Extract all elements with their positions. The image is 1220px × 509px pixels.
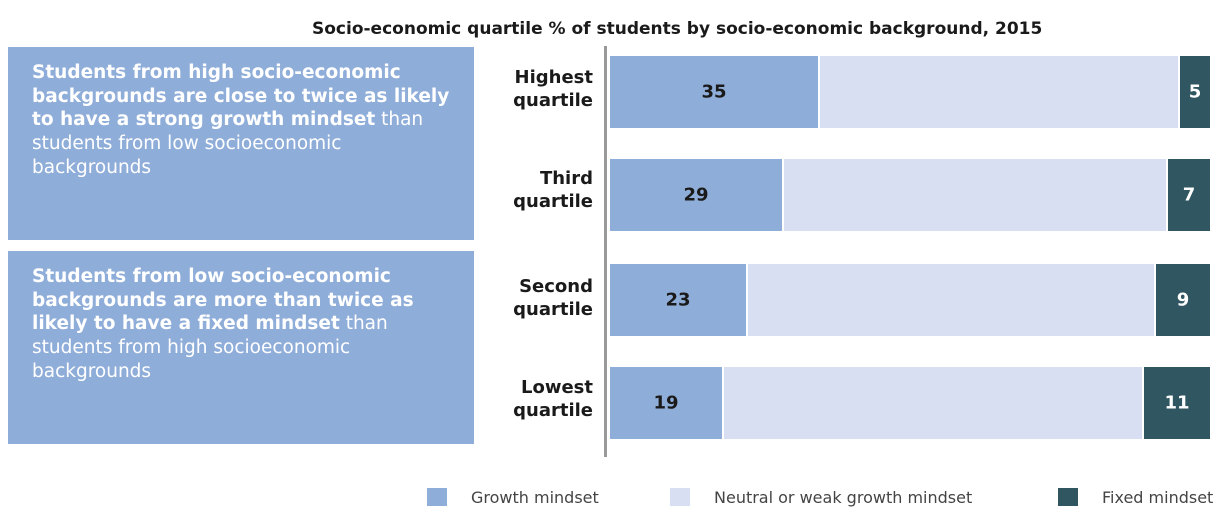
legend-swatch-growth — [427, 488, 447, 506]
callout-low-ses-bold: Students from low socio-economic backgro… — [32, 266, 414, 335]
data-label-growth-3: 23 — [665, 289, 691, 311]
bar-fixed-2 — [1168, 159, 1210, 231]
data-label-growth-1: 35 — [701, 81, 727, 103]
category-label-line2: quartile — [513, 400, 593, 422]
legend-item-fixed: Fixed mindset — [1058, 487, 1213, 507]
category-label-line2: quartile — [513, 90, 593, 112]
category-label-line1: Highest — [514, 67, 593, 88]
category-label-line2: quartile — [513, 191, 593, 213]
bar-fixed-4 — [1144, 367, 1210, 439]
legend-label-growth: Growth mindset — [471, 487, 599, 507]
callout-low-ses-normal: than students from high socioeconomic ba… — [32, 313, 388, 382]
callout-high-ses-bold: Students from high socio-economic backgr… — [32, 62, 450, 131]
legend-item-neutral: Neutral or weak growth mindset — [670, 487, 972, 507]
bar-growth-1 — [610, 56, 818, 128]
bar-neutral-3 — [748, 264, 1154, 336]
data-label-fixed-2: 7 — [1182, 184, 1196, 206]
bar-neutral-2 — [784, 159, 1166, 231]
category-label-line2: quartile — [513, 299, 593, 321]
bar-growth-4 — [610, 367, 722, 439]
category-label-highest: Highest quartile — [475, 66, 593, 112]
data-label-growth-4: 19 — [653, 392, 679, 414]
callout-high-ses: Students from high socio-economic backgr… — [8, 47, 474, 240]
bar-neutral-4 — [724, 367, 1142, 439]
bar-fixed-3 — [1156, 264, 1210, 336]
category-label-line1: Second — [519, 276, 593, 297]
chart-title: Socio-economic quartile % of students by… — [312, 19, 1043, 39]
data-label-growth-2: 29 — [683, 184, 709, 206]
category-label-second: Second quartile — [475, 275, 593, 321]
category-label-line1: Third — [539, 168, 593, 189]
callout-high-ses-normal: than students from low socioeconomic bac… — [32, 109, 424, 178]
category-label-lowest: Lowest quartile — [475, 376, 593, 422]
legend-swatch-neutral — [670, 488, 690, 506]
data-label-fixed-1: 5 — [1188, 81, 1202, 103]
legend-item-growth: Growth mindset — [427, 487, 599, 507]
legend-label-fixed: Fixed mindset — [1102, 487, 1214, 507]
data-label-fixed-3: 9 — [1176, 289, 1190, 311]
category-label-third: Third quartile — [475, 167, 593, 213]
category-axis-line — [604, 46, 607, 457]
bar-growth-3 — [610, 264, 746, 336]
legend-label-neutral: Neutral or weak growth mindset — [714, 487, 973, 507]
legend-swatch-fixed — [1058, 488, 1078, 506]
bar-growth-2 — [610, 159, 782, 231]
category-label-line1: Lowest — [521, 377, 593, 398]
bar-fixed-1 — [1180, 56, 1210, 128]
bar-neutral-1 — [820, 56, 1178, 128]
callout-low-ses: Students from low socio-economic backgro… — [8, 251, 474, 444]
data-label-fixed-4: 11 — [1164, 392, 1190, 414]
